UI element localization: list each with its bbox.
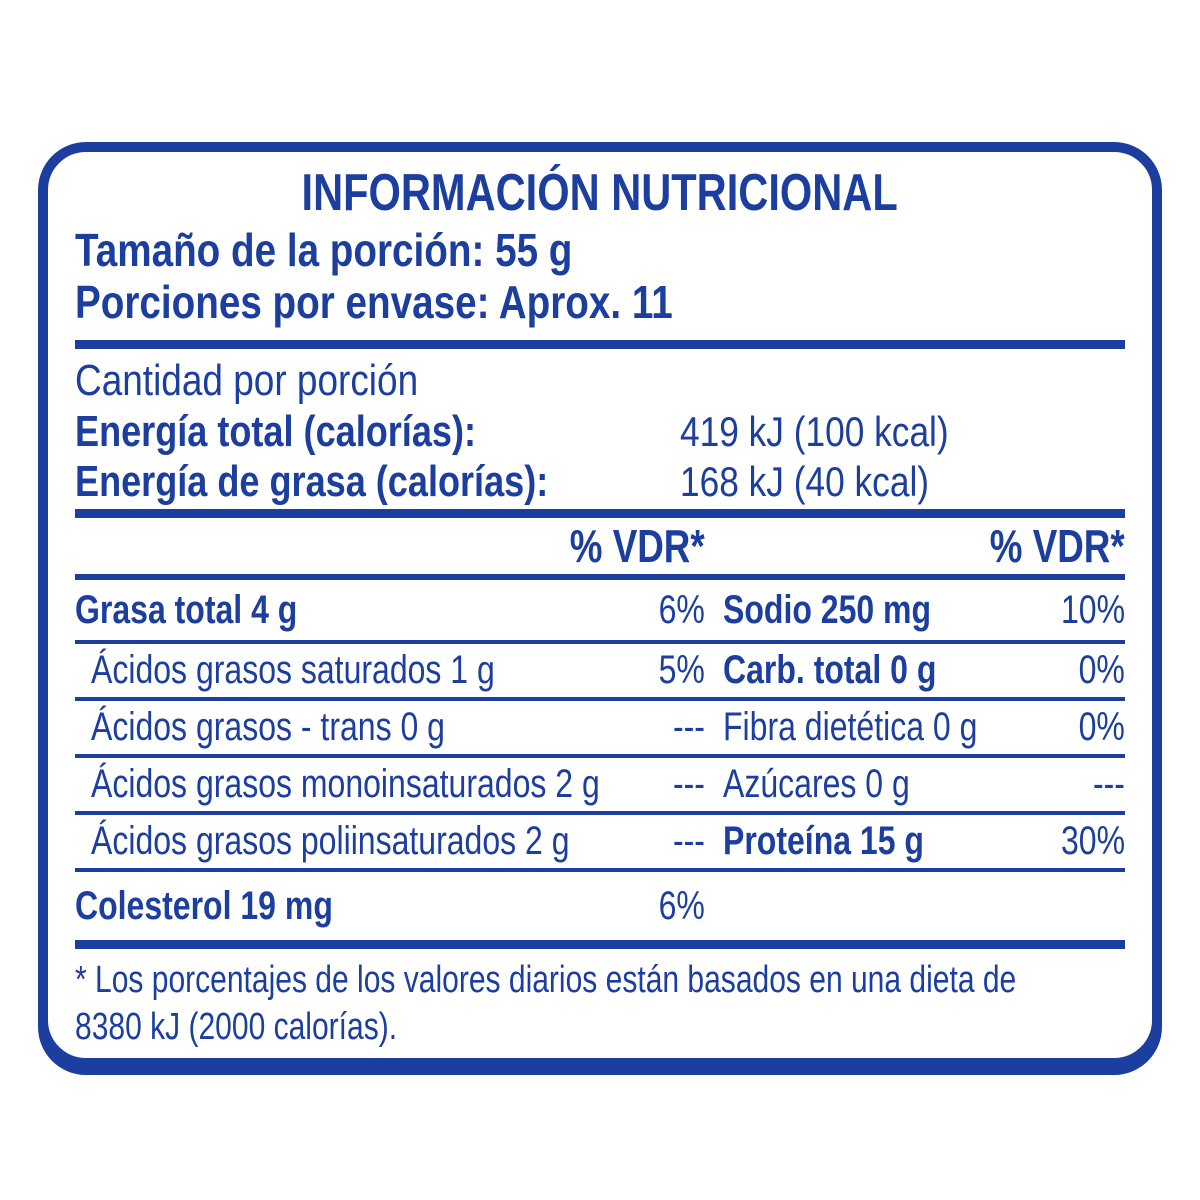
divider-thick [75,940,1125,949]
nutrient-percent: 6% [658,587,705,632]
nutrient-row: Ácidos grasos - trans 0 g --- Fibra diet… [75,701,1125,754]
nutrient-percent: 6% [658,883,705,928]
vdr-header-row: % VDR* % VDR* [75,518,1125,574]
energy-fat-label: Energía de grasa (calorías): [75,457,549,506]
nutrient-label: Ácidos grasos poliinsaturados 2 g [91,819,570,863]
footnote-line2: 8380 kJ (2000 calorías). [75,1006,398,1048]
divider-thin [75,640,1125,644]
divider-thick [75,509,1125,518]
nutrient-label: Proteína 15 g [723,819,924,863]
divider-medium [75,574,1125,580]
nutrient-label: Carb. total 0 g [723,648,937,692]
nutrient-percent: 0% [1078,648,1125,692]
amount-per-serving-line: Cantidad por porción [75,355,1125,407]
divider-thin [75,754,1125,758]
divider-thin [75,811,1125,815]
nutrient-label: Ácidos grasos saturados 1 g [91,648,495,692]
nutrient-percent: 5% [658,648,705,692]
amount-per-serving-text: Cantidad por porción [75,356,419,405]
vdr-header-left: % VDR* [570,520,705,572]
serving-size-text: Tamaño de la porción: 55 g [75,224,573,276]
nutrient-label: Fibra dietética 0 g [723,705,978,749]
nutrient-percent: 30% [1060,819,1125,863]
nutrient-row: Ácidos grasos poliinsaturados 2 g --- Pr… [75,815,1125,868]
nutrient-row: Colesterol 19 mg 6% [75,872,1125,940]
energy-fat-row: Energía de grasa (calorías): 168 kJ (40 … [75,457,1125,507]
footnote: * Los porcentajes de los valores diarios… [75,957,1125,1051]
label-title-row: INFORMACIÓN NUTRICIONAL [75,162,1125,224]
vdr-header-right: % VDR* [990,520,1125,572]
footnote-line1: * Los porcentajes de los valores diarios… [75,959,1017,1001]
nutrient-label: Grasa total 4 g [75,587,298,632]
nutrition-label: INFORMACIÓN NUTRICIONAL Tamaño de la por… [38,142,1162,1068]
nutrient-percent: --- [673,762,705,806]
energy-fat-value: 168 kJ (40 kcal) [680,458,930,505]
energy-total-value: 419 kJ (100 kcal) [680,408,949,455]
serving-size-line: Tamaño de la porción: 55 g [75,224,1125,276]
energy-total-row: Energía total (calorías): 419 kJ (100 kc… [75,407,1125,457]
nutrient-label: Azúcares 0 g [723,762,910,806]
nutrient-percent: --- [673,819,705,863]
nutrient-row: Grasa total 4 g 6% Sodio 250 mg 10% [75,580,1125,640]
nutrient-percent: 0% [1078,705,1125,749]
energy-total-label: Energía total (calorías): [75,407,476,456]
divider-thin [75,868,1125,872]
nutrient-row: Ácidos grasos saturados 1 g 5% Carb. tot… [75,644,1125,697]
label-title: INFORMACIÓN NUTRICIONAL [301,164,899,222]
nutrient-percent: --- [673,705,705,749]
nutrient-label: Ácidos grasos monoinsaturados 2 g [91,762,600,806]
nutrient-label: Colesterol 19 mg [75,883,333,928]
nutrient-label: Ácidos grasos - trans 0 g [91,705,445,749]
servings-per-container-text: Porciones por envase: Aprox. 11 [75,276,673,328]
divider-thin [75,697,1125,701]
nutrient-label: Sodio 250 mg [723,587,932,632]
nutrient-percent: 10% [1060,587,1125,632]
nutrient-percent: --- [1093,762,1125,806]
nutrient-row: Ácidos grasos monoinsaturados 2 g --- Az… [75,758,1125,811]
divider-thick [75,340,1125,349]
servings-per-container-line: Porciones por envase: Aprox. 11 [75,276,1125,328]
